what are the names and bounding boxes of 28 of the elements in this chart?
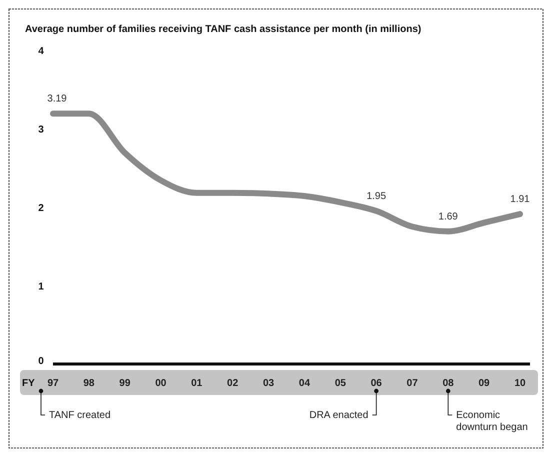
x-tick-label: 08 bbox=[442, 378, 454, 389]
data-label: 1.95 bbox=[366, 190, 386, 202]
chart-title: Average number of families receiving TANF cash assistance per month (in millions) bbox=[25, 24, 422, 35]
x-axis-title: FY bbox=[22, 378, 36, 389]
x-tick-label: 09 bbox=[478, 378, 490, 389]
y-tick-label: 3 bbox=[38, 124, 44, 136]
x-tick-label: 97 bbox=[47, 378, 59, 389]
data-label: 1.91 bbox=[510, 194, 530, 206]
text: TANF created bbox=[49, 410, 110, 421]
x-tick-label: 99 bbox=[119, 378, 131, 389]
x-tick-label: 03 bbox=[262, 378, 275, 389]
x-tick-label: 05 bbox=[334, 378, 346, 389]
y-tick-label: 2 bbox=[38, 203, 44, 214]
x-tick-label: 01 bbox=[191, 378, 203, 389]
x-tick-label: 06 bbox=[370, 378, 382, 389]
data-label: 1.69 bbox=[438, 211, 458, 222]
data-label: 3.19 bbox=[47, 94, 68, 105]
x-tick-label: 02 bbox=[227, 378, 239, 389]
x-tick-label: 04 bbox=[298, 378, 310, 389]
y-tick-label: 4 bbox=[38, 46, 44, 57]
x-tick-label: 00 bbox=[155, 378, 167, 389]
text: DRA enacted bbox=[309, 410, 368, 421]
y-tick-label: 1 bbox=[38, 282, 44, 292]
x-tick-label: 98 bbox=[83, 378, 95, 389]
y-tick-label: 0 bbox=[38, 356, 44, 367]
x-tick-label: 10 bbox=[514, 378, 526, 389]
x-tick-label: 07 bbox=[406, 378, 418, 389]
text: Economic downturn began bbox=[456, 410, 528, 433]
